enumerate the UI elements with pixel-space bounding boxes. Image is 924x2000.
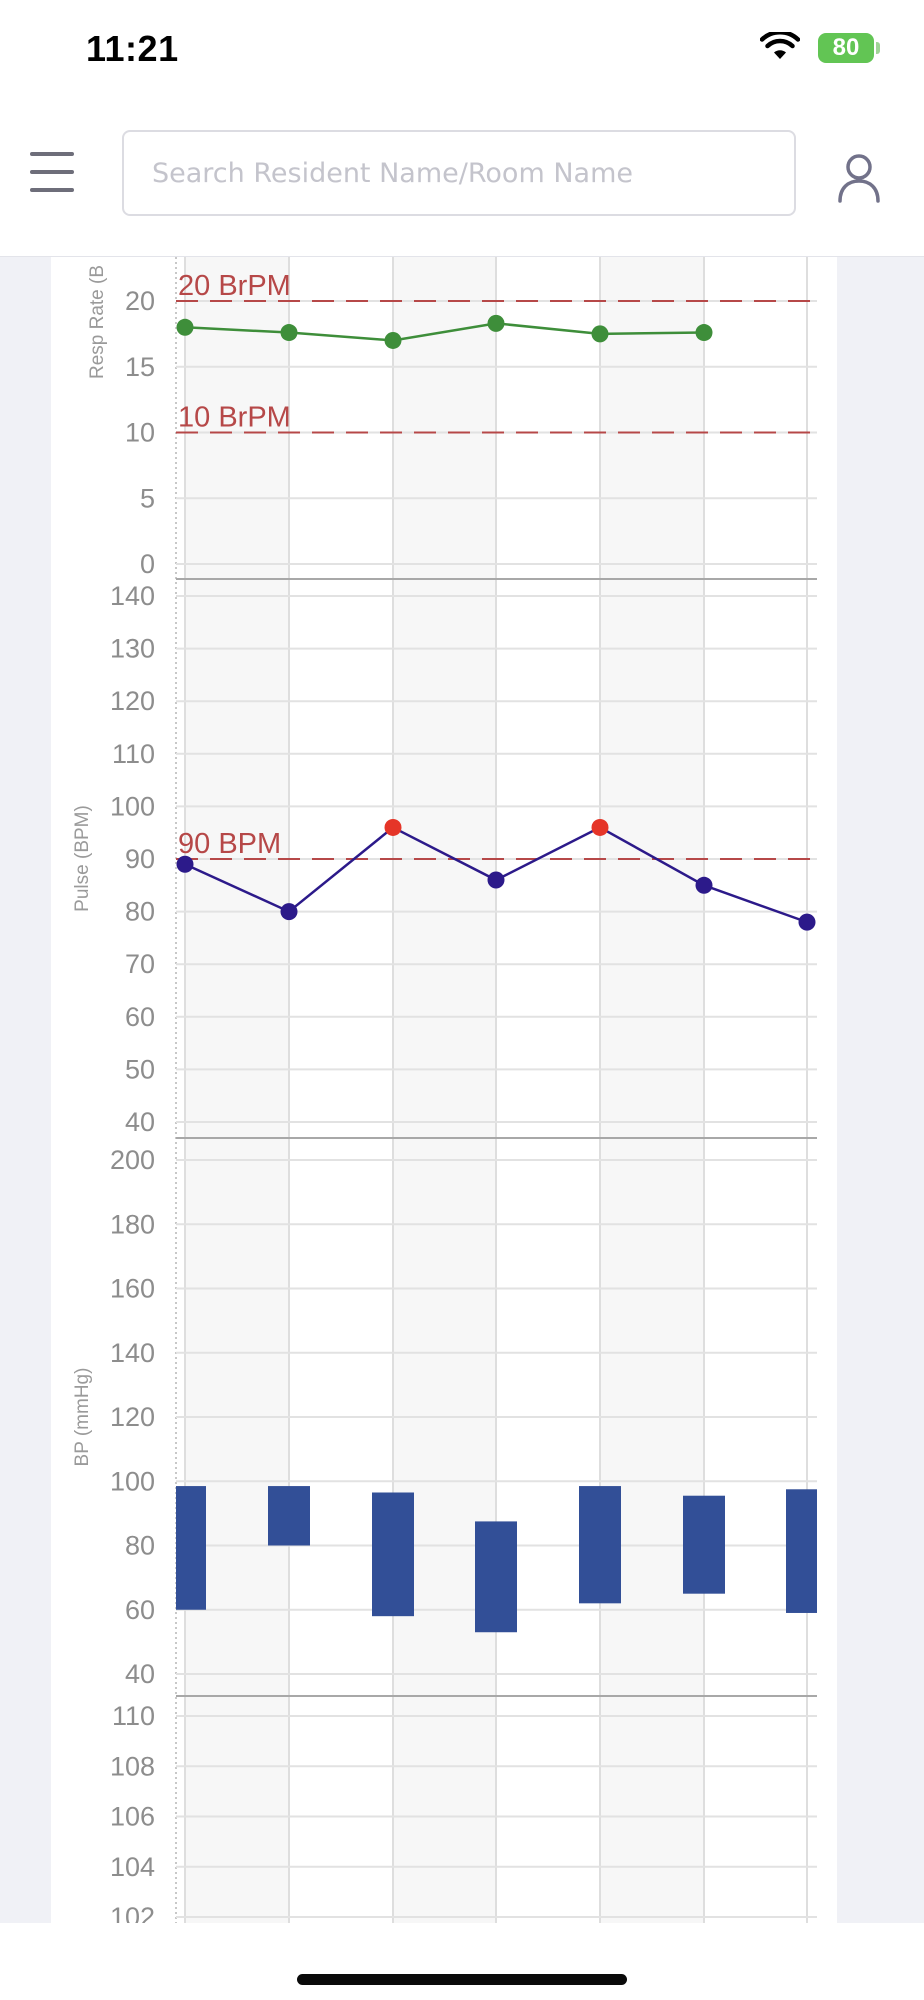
wifi-icon — [760, 32, 800, 59]
y-tick-label: 5 — [140, 483, 155, 513]
column-band — [393, 257, 496, 1923]
y-axis-label: Resp Rate (B — [87, 265, 108, 379]
data-point — [487, 314, 505, 332]
chart-panel-1: 40 50 60 70 80 90 100 110 120 130 140 Pulse (BPM) 90… — [72, 581, 817, 1139]
y-tick-label: 0 — [140, 549, 155, 579]
data-point — [798, 913, 816, 931]
y-tick-label: 80 — [125, 897, 155, 927]
y-tick-label: 20 — [125, 286, 155, 316]
data-point — [695, 324, 713, 342]
data-point-alert — [591, 818, 609, 836]
search-input[interactable] — [124, 132, 794, 214]
y-tick-label: 120 — [110, 686, 155, 716]
battery-charging-icon: 80 — [818, 33, 874, 63]
y-tick-label: 100 — [110, 791, 155, 821]
y-tick-label: 110 — [112, 1701, 155, 1731]
y-tick-label: 180 — [110, 1209, 155, 1239]
y-tick-label: 40 — [125, 1659, 155, 1689]
y-tick-label: 102 — [110, 1902, 155, 1923]
reference-line-label: 20 BrPM — [178, 270, 291, 302]
home-indicator — [297, 1974, 627, 1985]
y-tick-label: 100 — [110, 1466, 155, 1496]
data-point — [176, 855, 194, 873]
data-point — [591, 325, 609, 343]
search-field[interactable] — [122, 130, 796, 216]
reference-line-label: 90 BPM — [178, 828, 281, 860]
y-tick-label: 160 — [110, 1274, 155, 1304]
y-tick-label: 140 — [110, 1338, 155, 1368]
battery-level: 80 — [832, 34, 860, 61]
status-bar: 11:21 80 — [0, 0, 924, 100]
bp-range-bar — [372, 1492, 414, 1617]
series-line — [184, 322, 705, 342]
status-time: 11:21 — [86, 28, 179, 69]
bp-range-bar — [786, 1489, 817, 1613]
battery-cap — [876, 42, 880, 54]
bottom-bar — [0, 1923, 924, 2000]
y-tick-label: 15 — [125, 352, 155, 382]
y-tick-label: 106 — [110, 1802, 155, 1832]
data-point — [280, 903, 298, 921]
y-tick-label: 10 — [125, 418, 155, 448]
y-tick-label: 200 — [110, 1145, 155, 1175]
y-tick-label: 90 — [125, 844, 155, 874]
y-tick-label: 40 — [125, 1107, 155, 1137]
data-point — [176, 318, 194, 336]
y-tick-label: 80 — [125, 1531, 155, 1561]
data-point — [280, 324, 298, 342]
bp-range-bar — [683, 1495, 725, 1594]
app-header — [0, 100, 924, 257]
bp-range-bar — [176, 1486, 206, 1610]
y-tick-label: 60 — [125, 1595, 155, 1625]
hamburger-menu-icon[interactable] — [28, 150, 78, 194]
y-axis-label: Pulse (BPM) — [72, 805, 93, 912]
data-point — [695, 876, 713, 894]
bp-range-bar — [579, 1486, 621, 1604]
data-point — [384, 331, 402, 349]
y-tick-label: 70 — [125, 949, 155, 979]
chart-panel-2: 40 60 80 100 120 140 160 180 200 BP (mmHg) — [72, 1145, 817, 1697]
y-tick-label: 110 — [112, 739, 155, 769]
chart-panel-0: 0 5 10 15 20 Resp Rate (B 20 BrPM 10 BrPM — [87, 265, 817, 580]
y-tick-label: 140 — [110, 581, 155, 611]
reference-line-label: 10 BrPM — [178, 402, 291, 434]
y-tick-label: 130 — [110, 634, 155, 664]
y-tick-label: 120 — [110, 1402, 155, 1432]
column-band — [185, 257, 289, 1923]
bp-range-bar — [268, 1486, 310, 1546]
y-tick-label: 108 — [110, 1751, 155, 1781]
y-tick-label: 60 — [125, 1002, 155, 1032]
data-point-alert — [384, 818, 402, 836]
bp-range-bar — [475, 1521, 517, 1633]
y-tick-label: 104 — [110, 1852, 155, 1882]
column-band — [600, 257, 704, 1923]
vitals-chart-card: 0 5 10 15 20 Resp Rate (B 20 BrPM 10 BrPM 40 50 60… — [51, 257, 837, 1923]
vitals-charts: 0 5 10 15 20 Resp Rate (B 20 BrPM 10 BrPM 40 50 60… — [72, 257, 817, 1923]
data-point — [487, 871, 505, 889]
chart-panel-3: 102 104 106 108 110 — [110, 1701, 817, 1923]
y-axis-label: BP (mmHg) — [72, 1368, 93, 1467]
y-tick-label: 50 — [125, 1054, 155, 1084]
user-profile-icon[interactable] — [832, 150, 886, 204]
